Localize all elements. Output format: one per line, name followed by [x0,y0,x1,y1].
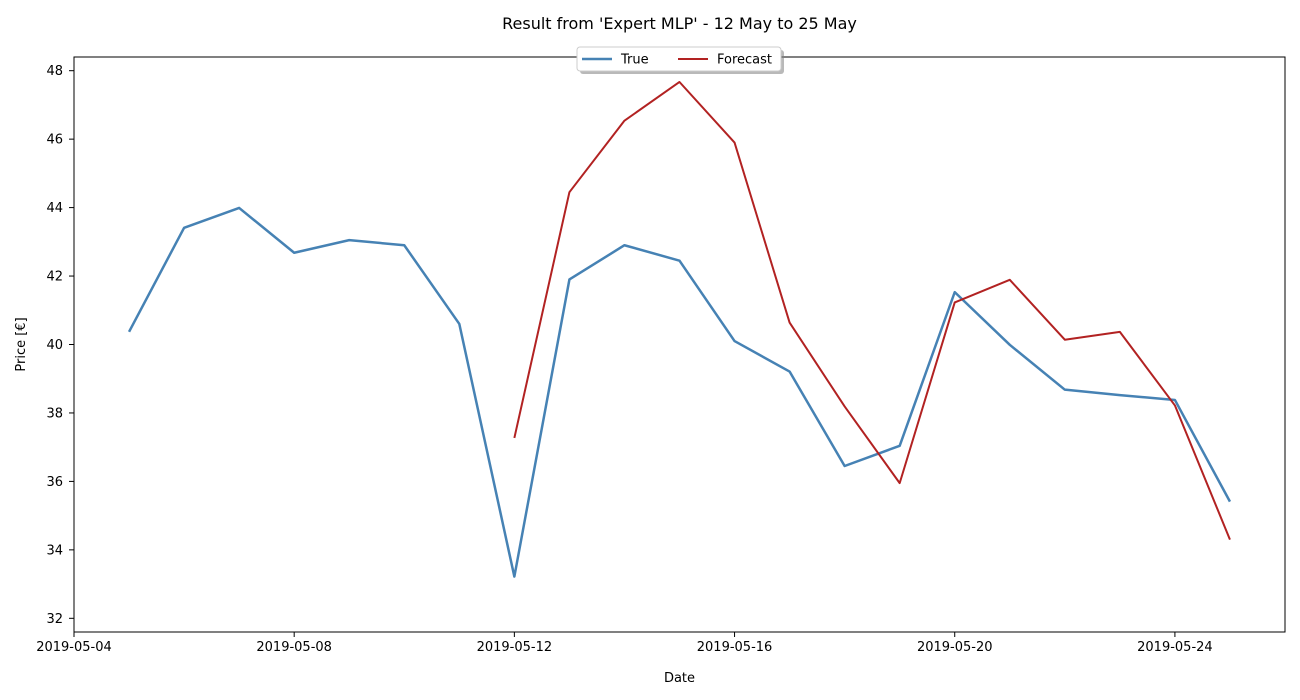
x-axis-title: Date [664,671,695,686]
y-tick-label: 36 [46,475,63,490]
series-line-true [127,206,1232,578]
y-tick-label: 48 [46,64,63,79]
series-layer [127,80,1232,578]
y-tick-label: 40 [46,338,63,353]
legend-forecast-label: Forecast [717,53,772,68]
series-line-forecast [513,80,1231,540]
y-tick-label: 42 [46,270,63,285]
x-tick-label: 2019-05-12 [477,640,553,655]
y-axis-title: Price [€] [14,317,29,371]
y-tick-label: 34 [46,543,63,558]
chart-title: Result from 'Expert MLP' - 12 May to 25 … [502,14,857,33]
y-tick-label: 38 [46,406,63,421]
legend-true-label: True [620,53,649,68]
y-tick-label: 44 [46,201,63,216]
x-tick-label: 2019-05-16 [697,640,773,655]
y-tick-label: 46 [46,133,63,148]
y-axis: 32 34 36 38 40 42 44 46 48 [46,64,74,627]
x-tick-label: 2019-05-08 [256,640,332,655]
x-tick-label: 2019-05-24 [1137,640,1213,655]
legend: True Forecast [576,46,784,74]
x-tick-label: 2019-05-04 [36,640,112,655]
x-tick-label: 2019-05-20 [917,640,993,655]
y-tick-label: 32 [46,612,63,627]
x-axis: 2019-05-04 2019-05-08 2019-05-12 2019-05-16… [36,632,1213,655]
